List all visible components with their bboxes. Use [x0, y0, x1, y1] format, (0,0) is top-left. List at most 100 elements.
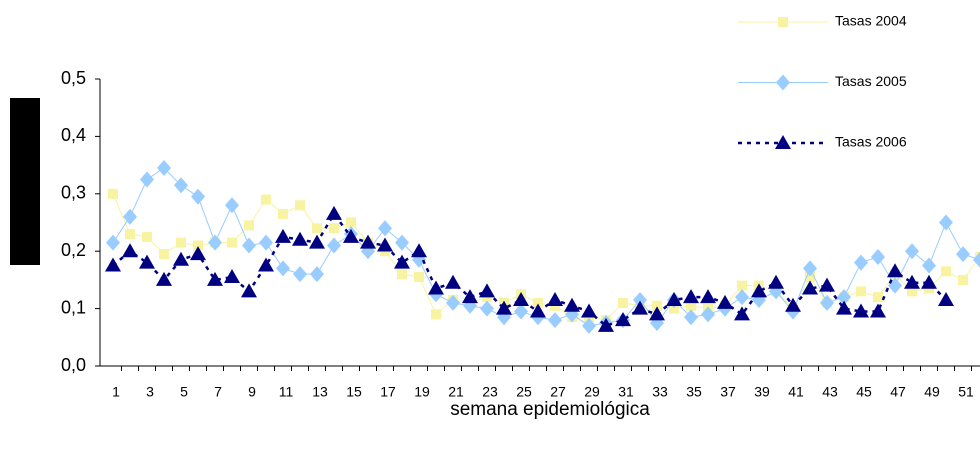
marker-triangle	[343, 228, 359, 243]
marker-triangle	[292, 231, 308, 246]
x-tick-label: 11	[279, 384, 294, 400]
marker-square	[431, 309, 441, 320]
marker-triangle	[547, 291, 563, 306]
marker-triangle	[462, 289, 478, 304]
marker-square	[227, 237, 237, 248]
marker-diamond	[310, 266, 324, 283]
x-tick-label: 43	[822, 384, 838, 400]
marker-triangle	[190, 246, 206, 261]
x-tick-label: 17	[380, 384, 396, 400]
marker-triangle	[683, 289, 699, 304]
x-axis-title: semana epidemiológica	[450, 399, 650, 420]
x-tick-label: 19	[414, 384, 430, 400]
marker-diamond	[446, 294, 460, 311]
marker-triangle	[139, 254, 155, 269]
legend-label: Tasas 2006	[835, 134, 907, 150]
marker-triangle	[326, 205, 342, 220]
marker-square	[958, 274, 968, 285]
marker-triangle	[241, 283, 257, 298]
marker-diamond	[735, 289, 749, 306]
marker-triangle	[258, 257, 274, 272]
marker-diamond	[701, 306, 715, 323]
y-tick-label: 0,3	[61, 183, 86, 203]
marker-triangle	[775, 135, 791, 149]
marker-triangle	[428, 280, 444, 295]
marker-diamond	[684, 309, 698, 326]
marker-diamond	[973, 251, 980, 268]
marker-square	[142, 231, 152, 242]
marker-square	[907, 286, 917, 297]
marker-square	[312, 223, 322, 234]
marker-triangle	[564, 297, 580, 312]
marker-triangle	[122, 243, 138, 258]
marker-square	[856, 286, 866, 297]
redacted-axis-label	[10, 98, 40, 265]
marker-diamond	[123, 208, 137, 225]
marker-square	[261, 194, 271, 205]
marker-triangle	[649, 306, 665, 321]
marker-triangle	[173, 251, 189, 266]
x-tick-label: 7	[214, 384, 222, 400]
y-tick-label: 0,2	[61, 240, 86, 260]
marker-square	[778, 17, 788, 27]
marker-square	[805, 272, 815, 283]
marker-square	[669, 303, 679, 314]
marker-triangle	[887, 263, 903, 278]
x-tick-label: 5	[180, 384, 188, 400]
marker-square	[193, 240, 203, 251]
marker-square	[295, 200, 305, 211]
marker-diamond	[293, 266, 307, 283]
marker-diamond	[242, 237, 256, 254]
series-line	[112, 211, 947, 328]
marker-diamond	[871, 248, 885, 265]
marker-triangle	[360, 234, 376, 249]
x-tick-label: 27	[550, 384, 566, 400]
marker-diamond	[939, 214, 953, 231]
marker-diamond	[157, 159, 171, 176]
marker-triangle	[105, 257, 121, 272]
x-tick-label: 33	[652, 384, 668, 400]
marker-diamond	[633, 291, 647, 308]
marker-triangle	[717, 294, 733, 309]
marker-square	[159, 249, 169, 260]
marker-square	[873, 292, 883, 303]
marker-triangle	[632, 300, 648, 315]
marker-square	[108, 188, 118, 199]
marker-square	[278, 208, 288, 219]
marker-square	[941, 266, 951, 277]
marker-diamond	[922, 257, 936, 274]
x-tick-label: 35	[686, 384, 702, 400]
x-tick-label: 25	[516, 384, 532, 400]
marker-diamond	[548, 312, 562, 329]
marker-triangle	[496, 300, 512, 315]
marker-diamond	[140, 171, 154, 188]
y-tick-label: 0,1	[61, 297, 86, 317]
marker-triangle	[394, 254, 410, 269]
marker-triangle	[479, 283, 495, 298]
marker-triangle	[207, 271, 223, 286]
marker-triangle	[530, 303, 546, 318]
x-tick-label: 21	[448, 384, 464, 400]
marker-triangle	[513, 291, 529, 306]
series-line	[112, 193, 980, 321]
marker-square	[176, 237, 186, 248]
marker-diamond	[106, 234, 120, 251]
marker-diamond	[276, 260, 290, 277]
marker-diamond	[582, 317, 596, 334]
series-line	[112, 167, 980, 327]
marker-triangle	[768, 274, 784, 289]
marker-diamond	[820, 294, 834, 311]
x-tick-label: 29	[584, 384, 600, 400]
x-tick-label: 9	[248, 384, 256, 400]
marker-diamond	[514, 303, 528, 320]
marker-diamond	[956, 246, 970, 263]
x-tick-label: 1	[112, 384, 120, 400]
x-tick-label: 23	[482, 384, 498, 400]
marker-triangle	[309, 234, 325, 249]
marker-diamond	[378, 220, 392, 237]
marker-square	[618, 297, 628, 308]
marker-diamond	[480, 300, 494, 317]
legend-label: Tasas 2004	[835, 13, 907, 29]
marker-square	[652, 300, 662, 311]
